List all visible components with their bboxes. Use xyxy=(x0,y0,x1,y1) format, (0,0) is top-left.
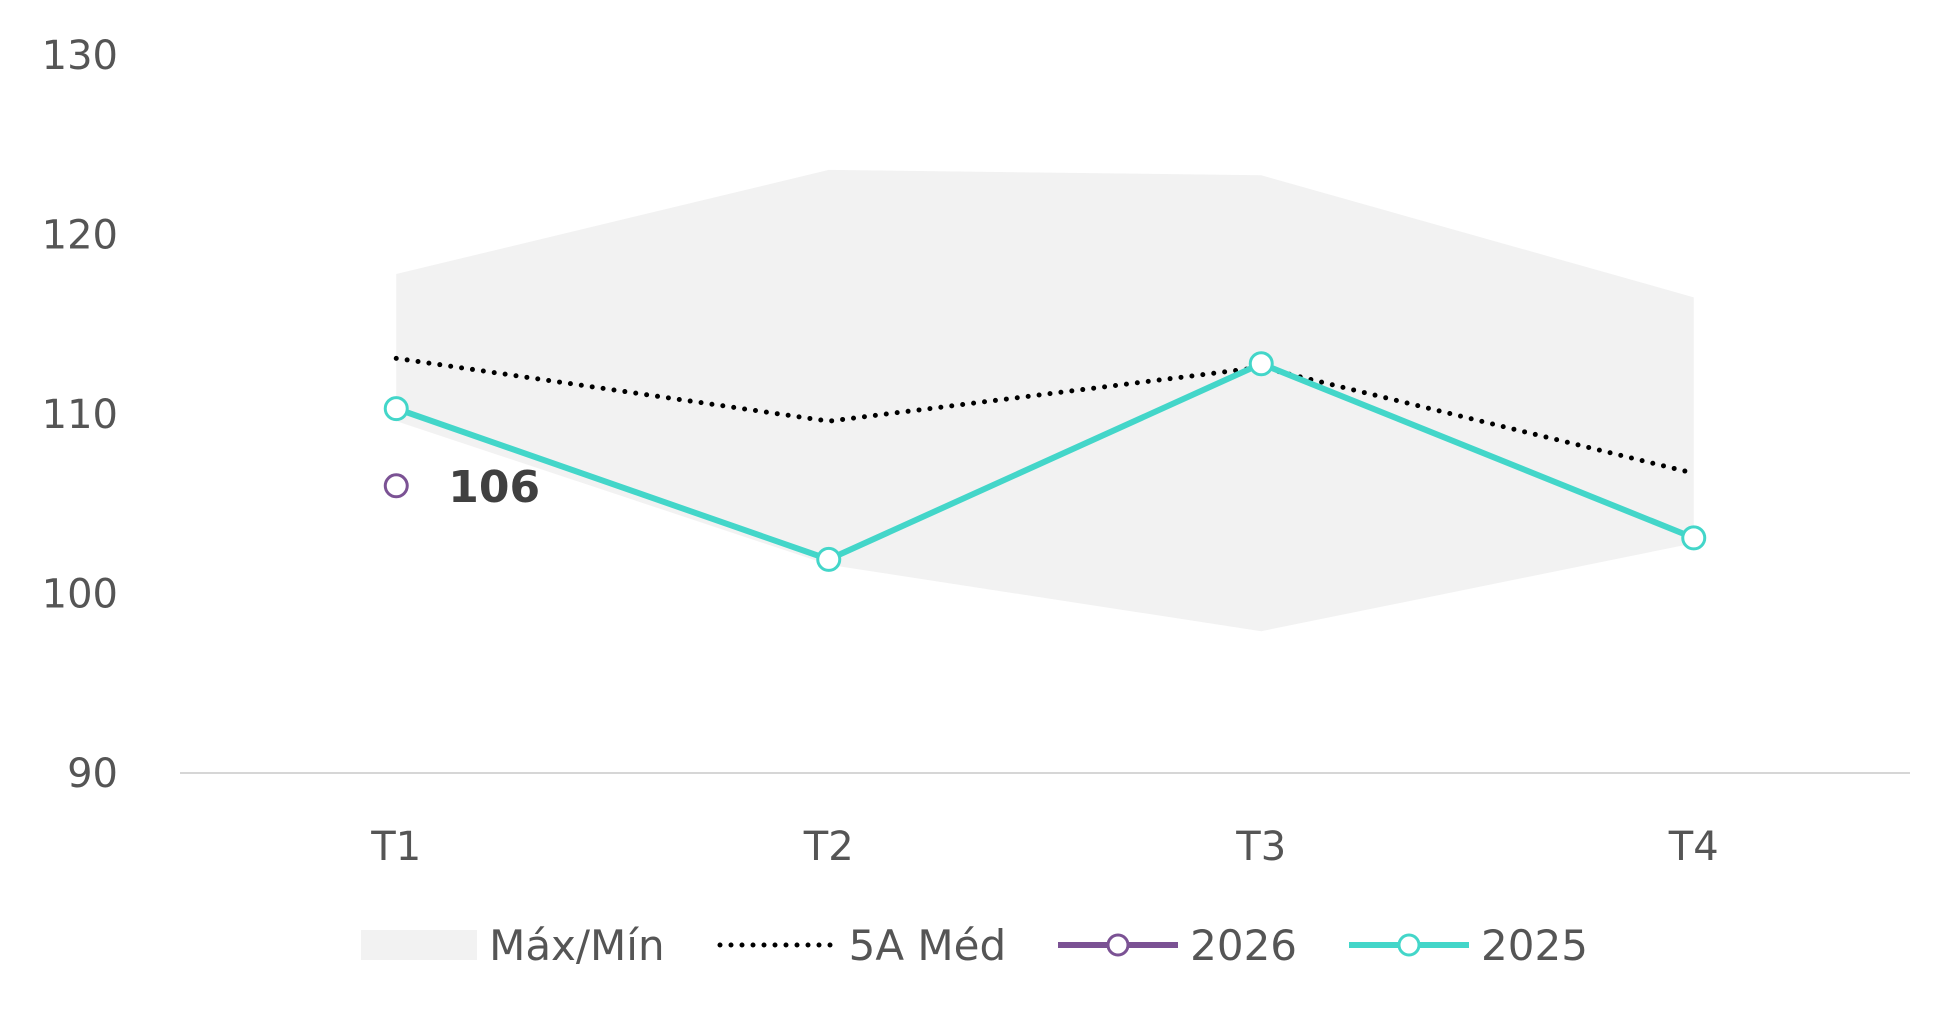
series-line-2025 xyxy=(395,360,1695,563)
legend-item-2025: 2025 xyxy=(1349,921,1588,970)
data-point-2025 xyxy=(1681,525,1707,551)
x-tick-label: T4 xyxy=(1668,824,1719,870)
legend-label: 5A Méd xyxy=(848,920,1007,970)
line-chart: 90 100 110 120 130 T1 T2 T3 T4 106 xyxy=(42,33,1910,870)
line-marker-icon xyxy=(1349,933,1470,957)
line-marker-icon xyxy=(1058,933,1179,957)
dotted-line-icon xyxy=(717,942,837,948)
data-point-2026 xyxy=(383,473,409,499)
legend-item-2026: 2026 xyxy=(1058,921,1297,970)
max-min-band xyxy=(396,169,1694,632)
legend-item-max-min: Máx/Mín xyxy=(361,921,665,970)
max-min-band-layer xyxy=(396,169,1694,632)
data-label-2026: 106 xyxy=(448,462,540,513)
chart-legend: Máx/Mín 5A Méd 2026 2025 xyxy=(0,910,1949,980)
area-swatch-icon xyxy=(361,930,478,960)
y-tick-label: 130 xyxy=(42,33,118,79)
legend-label: 2026 xyxy=(1190,920,1298,970)
legend-item-5a-med: 5A Méd xyxy=(717,920,1007,970)
axis-layer: 90 100 110 120 130 T1 T2 T3 T4 xyxy=(42,33,1910,870)
x-tick-label: T2 xyxy=(803,824,854,870)
data-point-2025 xyxy=(383,396,409,422)
series-layer xyxy=(383,351,1707,572)
y-tick-label: 90 xyxy=(67,751,118,797)
legend-label: Máx/Mín xyxy=(489,920,665,970)
legend-label: 2025 xyxy=(1481,920,1588,970)
series-line-5a-med xyxy=(393,355,1697,476)
x-tick-label: T1 xyxy=(370,824,421,870)
y-tick-label: 120 xyxy=(42,213,118,259)
data-label-layer: 106 xyxy=(448,462,540,513)
y-tick-label: 110 xyxy=(42,392,118,438)
data-point-2025 xyxy=(1248,351,1274,377)
x-tick-label: T3 xyxy=(1235,824,1286,870)
y-tick-label: 100 xyxy=(42,572,118,618)
data-point-2025 xyxy=(816,546,842,572)
